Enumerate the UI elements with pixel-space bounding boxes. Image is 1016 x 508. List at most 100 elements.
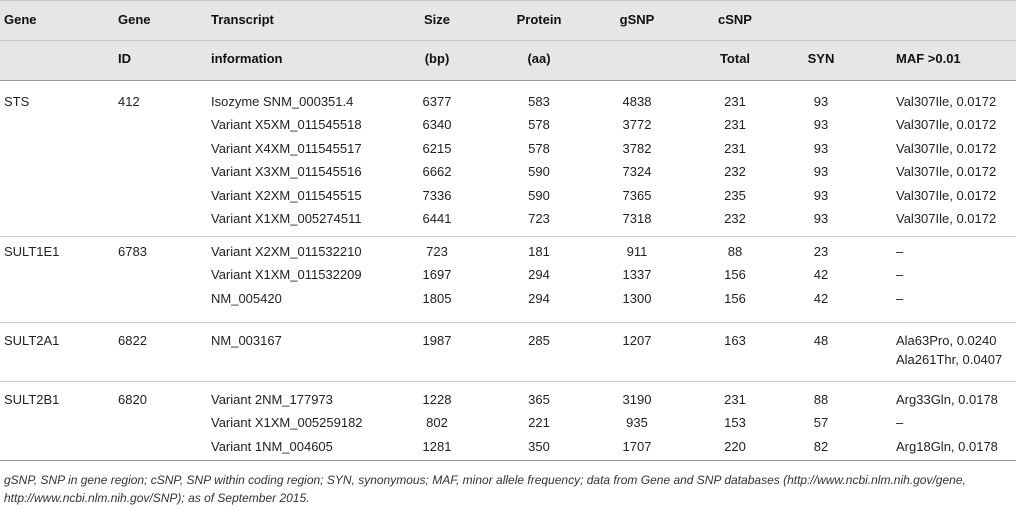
gene-id: 6783	[118, 244, 147, 259]
csnp-syn: 82	[813, 438, 829, 454]
transcript-info: NM_005420	[211, 290, 282, 306]
transcript-info: Variant X1XM_011532209	[211, 267, 362, 283]
csnp-total: 235	[724, 187, 746, 203]
header-total-row1: cSNP	[718, 12, 752, 27]
transcript-info: Variant 1NM_004605	[211, 438, 333, 454]
gsnp-count: 1707	[622, 438, 652, 454]
header-transcript-row2: information	[211, 51, 283, 66]
maf-value: Val307Ile, 0.0172	[896, 117, 997, 133]
csnp-total: 231	[724, 140, 746, 156]
protein-aa: 590	[528, 164, 550, 180]
header-size-row2: (bp)	[424, 51, 450, 66]
csnp-total: 231	[724, 117, 746, 133]
group-divider	[0, 381, 1016, 382]
csnp-total: 156	[724, 290, 746, 306]
protein-aa: 365	[528, 392, 550, 407]
size-bp: 6340	[422, 117, 452, 133]
gene-name: SULT1E1	[4, 244, 60, 259]
maf-value: Val307Ile, 0.0172	[896, 140, 997, 156]
transcript-info: Variant X5XM_011545518	[211, 117, 362, 133]
gene-id: 412	[118, 94, 140, 109]
size-bp: 1987	[422, 333, 452, 348]
table-top-rule	[0, 0, 1016, 1]
header-transcript-row1: Transcript	[211, 12, 274, 27]
transcript-info: Variant X2XM_011545515	[211, 187, 362, 203]
gsnp-count: 1300	[622, 290, 652, 306]
gsnp-count: 1207	[622, 333, 652, 348]
transcript-info: Variant X1XM_005274511	[211, 211, 362, 226]
maf-value: Arg18Gln, 0.0178	[896, 438, 998, 454]
maf-value: –	[896, 267, 904, 283]
protein-aa: 578	[528, 140, 550, 156]
header-gsnp-row1: gSNP	[619, 12, 655, 27]
size-bp: 6441	[422, 211, 452, 226]
protein-aa: 350	[528, 438, 550, 454]
transcript-info: Variant X1XM_005259182	[211, 415, 363, 431]
protein-aa: 285	[528, 333, 550, 348]
gsnp-count: 7365	[622, 187, 652, 203]
csnp-total: 156	[724, 267, 746, 283]
gsnp-count: 911	[626, 244, 648, 259]
csnp-syn: 42	[813, 267, 829, 283]
csnp-syn: 93	[813, 211, 829, 226]
size-bp: 723	[426, 244, 448, 259]
protein-aa: 723	[528, 211, 550, 226]
gsnp-count: 3782	[622, 140, 652, 156]
header-syn-row2: SYN	[807, 51, 835, 66]
size-bp: 6662	[422, 164, 452, 180]
csnp-syn: 93	[813, 117, 829, 133]
maf-value: Val307Ile, 0.0172	[896, 164, 997, 180]
maf-value: –	[896, 244, 904, 259]
csnp-syn: 93	[813, 140, 829, 156]
csnp-syn: 23	[813, 244, 829, 259]
maf-value: –	[896, 290, 904, 306]
header-size-row1: Size	[423, 12, 451, 27]
csnp-syn: 93	[813, 164, 829, 180]
csnp-total: 88	[727, 244, 743, 259]
header-protein-row2: (aa)	[527, 51, 551, 66]
size-bp: 1281	[422, 438, 452, 454]
header-gene-row1: Gene	[4, 12, 37, 27]
gene-id: 6822	[118, 333, 147, 348]
group-divider	[0, 322, 1016, 323]
protein-aa: 583	[528, 94, 550, 109]
protein-aa: 578	[528, 117, 550, 133]
table-footnote: gSNP, SNP in gene region; cSNP, SNP with…	[4, 473, 966, 505]
protein-aa: 294	[528, 290, 550, 306]
maf-value: Ala261Thr, 0.0407	[896, 352, 1003, 367]
header-id-row2: ID	[118, 51, 131, 66]
header-id-row1: Gene	[118, 12, 151, 27]
transcript-info: NM_003167	[211, 333, 282, 348]
maf-value: Val307Ile, 0.0172	[896, 94, 997, 109]
size-bp: 1697	[422, 267, 452, 283]
gsnp-count: 935	[626, 415, 648, 431]
gsnp-count: 7318	[622, 211, 652, 226]
protein-aa: 590	[528, 187, 550, 203]
gene-name: SULT2B1	[4, 392, 60, 407]
protein-aa: 181	[528, 244, 550, 259]
transcript-info: Isozyme SNM_000351.4	[211, 94, 354, 109]
maf-value: –	[896, 415, 904, 431]
transcript-info: Variant X4XM_011545517	[211, 140, 362, 156]
gene-name: SULT2A1	[4, 333, 60, 348]
protein-aa: 294	[528, 267, 550, 283]
gsnp-count: 3772	[622, 117, 652, 133]
size-bp: 802	[426, 415, 448, 431]
csnp-total: 220	[724, 438, 746, 454]
csnp-total: 231	[724, 94, 746, 109]
gsnp-count: 1337	[622, 267, 652, 283]
size-bp: 7336	[422, 187, 452, 203]
transcript-info: Variant X3XM_011545516	[211, 164, 362, 180]
csnp-syn: 93	[813, 94, 829, 109]
group-divider	[0, 236, 1016, 237]
csnp-total: 231	[724, 392, 746, 407]
size-bp: 1228	[422, 392, 452, 407]
gene-name: STS	[4, 94, 30, 109]
group-divider	[0, 460, 1016, 461]
csnp-syn: 88	[813, 392, 829, 407]
gsnp-count: 3190	[622, 392, 652, 407]
csnp-syn: 42	[813, 290, 829, 306]
size-bp: 6377	[422, 94, 452, 109]
maf-value: Val307Ile, 0.0172	[896, 211, 997, 226]
csnp-total: 163	[724, 333, 746, 348]
